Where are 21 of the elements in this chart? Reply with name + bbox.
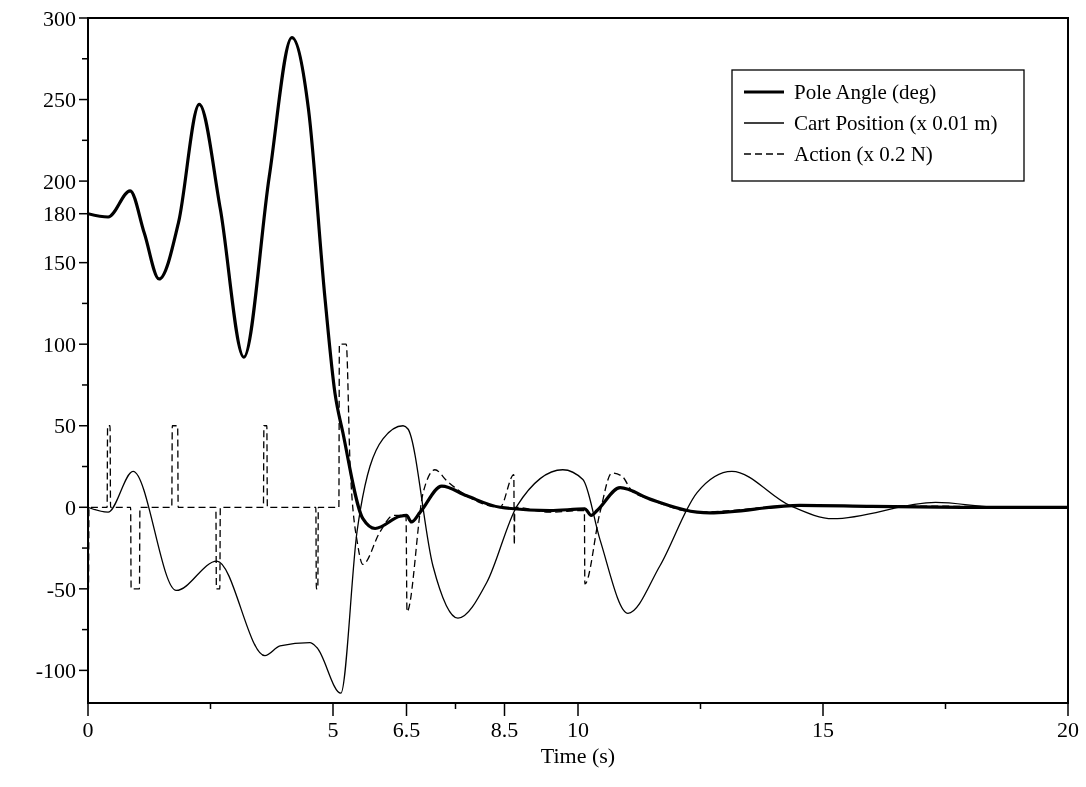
x-tick-label: 6.5 (392, 717, 421, 742)
y-tick-label: 250 (43, 87, 76, 113)
legend-label: Cart Position (x 0.01 m) (794, 111, 998, 136)
y-tick-label: 300 (43, 5, 76, 31)
y-tick-label: 150 (43, 250, 76, 276)
y-tick-label: -50 (46, 576, 76, 602)
legend-label: Action (x 0.2 N) (794, 142, 933, 167)
x-tick-label: 8.5 (490, 717, 519, 742)
x-tick-label: 5 (327, 717, 339, 742)
x-tick-label: 15 (812, 717, 834, 742)
y-tick-label: 0 (65, 494, 76, 520)
x-tick-label: 0 (82, 717, 94, 742)
x-tick-label: 20 (1057, 717, 1079, 742)
x-tick-label: 10 (567, 717, 589, 742)
y-tick-label: 200 (43, 168, 76, 194)
y-tick-label: 180 (43, 201, 76, 227)
y-tick-label: 50 (54, 413, 76, 439)
x-axis-title: Time (s) (540, 743, 616, 768)
y-tick-label: -100 (35, 658, 76, 684)
y-tick-label: 100 (43, 331, 76, 357)
legend-label: Pole Angle (deg) (794, 80, 937, 105)
